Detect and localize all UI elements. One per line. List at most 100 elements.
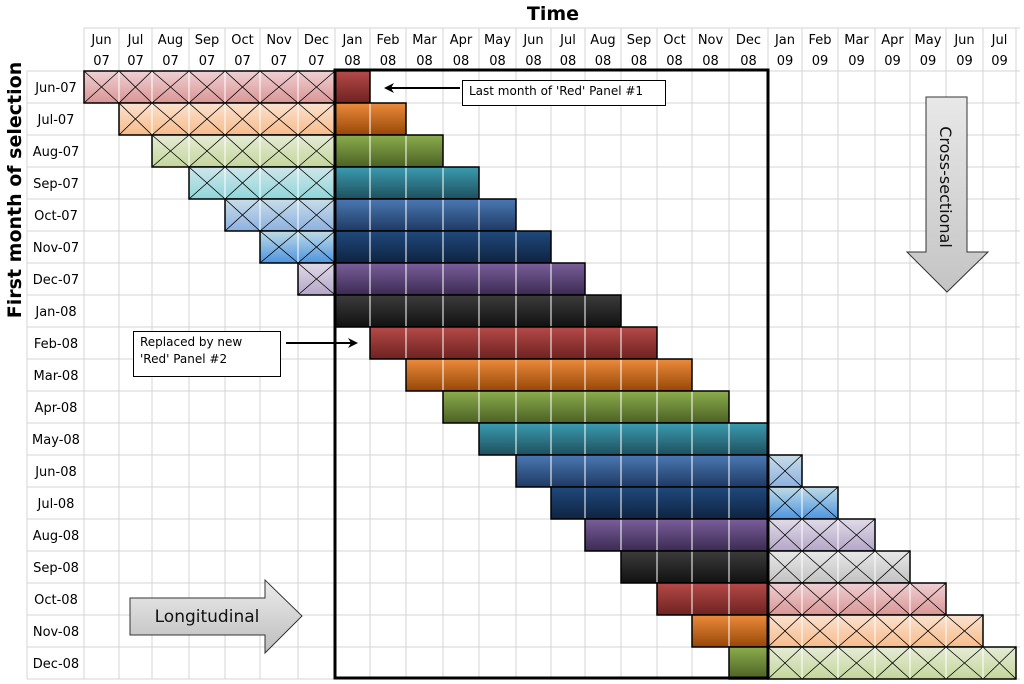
panel-cell-observed: [551, 487, 585, 519]
panel-cell-observed: [692, 519, 729, 551]
crosshatch-line: [767, 486, 803, 520]
panel-cell-observed: [370, 263, 406, 295]
column-header-year: 07: [308, 54, 325, 69]
column-header-month: Jul: [991, 33, 1008, 48]
crosshatch-line: [837, 550, 876, 584]
panel-cell-observed: [479, 391, 516, 423]
panel-cell-observed: [657, 551, 692, 583]
crosshatch-line: [874, 646, 911, 680]
crosshatch-line: [801, 486, 839, 520]
column-header-year: 09: [848, 54, 865, 69]
crosshatch-line: [909, 614, 947, 648]
panel-bar-Nov-08: [691, 614, 984, 648]
panel-cell-observed: [443, 167, 479, 199]
panel-cell-observed: [692, 423, 729, 455]
panel-cell-observed: [479, 295, 516, 327]
column-header-month: Jun: [522, 33, 543, 48]
column-header-year: 07: [271, 54, 288, 69]
column-header-month: Aug: [158, 33, 183, 48]
panel-cell-observed: [657, 519, 692, 551]
panel-cell-observed: [621, 487, 657, 519]
panel-cell-observed: [692, 391, 729, 423]
row-label: Jul-08: [37, 497, 75, 512]
column-header-month: Mar: [412, 33, 437, 48]
column-header-month: Sep: [627, 33, 652, 48]
crosshatch-line: [837, 582, 876, 616]
row-label: Jun-08: [34, 465, 77, 480]
panel-cell-observed: [443, 327, 479, 359]
panel-cell-observed: [551, 327, 585, 359]
panel-cell-observed: [621, 359, 657, 391]
column-header-year: 08: [560, 54, 577, 69]
panel-cell-observed: [657, 359, 692, 391]
row-label: Nov-08: [33, 625, 79, 640]
column-header-month: Oct: [663, 33, 685, 48]
column-header-month: Oct: [231, 33, 253, 48]
row-label: Jul-07: [37, 113, 75, 128]
panel-bar-Nov-07: [259, 230, 552, 264]
highlight-window-frame: [333, 68, 770, 680]
panel-bar-Feb-08: [369, 326, 658, 360]
panel-cell-observed: [370, 199, 406, 231]
column-header-month: Jul: [127, 33, 144, 48]
crosshatch-line: [259, 198, 299, 232]
panel-cell-observed: [516, 391, 551, 423]
panel-cell-observed: [406, 327, 443, 359]
panel-cell-observed: [692, 615, 729, 647]
panel-cell-observed: [551, 423, 585, 455]
crosshatch-line: [224, 70, 261, 104]
column-header-month: Aug: [590, 33, 615, 48]
crosshatch-line: [297, 262, 336, 296]
column-header-month: Apr: [450, 33, 473, 48]
panel-bar-May-08: [478, 422, 769, 456]
panel-cell-observed: [692, 583, 729, 615]
crosshatch-line: [151, 70, 190, 104]
panel-cell-observed: [335, 231, 370, 263]
column-header-month: Apr: [881, 33, 904, 48]
crosshatch-line: [909, 646, 947, 680]
panel-cell-observed: [729, 551, 768, 583]
panel-bar-Aug-07: [151, 134, 444, 168]
panel-cell-observed: [621, 327, 657, 359]
panel-cell-observed: [335, 295, 370, 327]
crosshatch-line: [767, 550, 803, 584]
row-labels: Jun-07 Jul-07 Aug-07 Sep-07 Oct-07 Nov-07 Dec-…: [32, 81, 80, 672]
crosshatch-line: [297, 230, 336, 264]
column-header-month: Mar: [844, 33, 869, 48]
panel-cell-observed: [370, 167, 406, 199]
crosshatch-line: [982, 646, 1017, 680]
column-header-month: Dec: [304, 33, 329, 48]
crosshatch-line: [224, 102, 261, 136]
panel-bar-Apr-08: [442, 390, 730, 424]
panel-cell-observed: [657, 487, 692, 519]
panel-cell-observed: [406, 263, 443, 295]
column-header-year: 08: [453, 54, 470, 69]
column-header-month: Jan: [341, 33, 362, 48]
panel-bar-Oct-07: [224, 198, 517, 232]
panel-cell-observed: [479, 423, 516, 455]
callout-arrow-2: [286, 338, 358, 348]
panel-cell-observed: [370, 103, 406, 135]
crosshatch-line: [118, 102, 153, 136]
row-label: Oct-07: [34, 209, 78, 224]
panel-cell-observed: [479, 327, 516, 359]
panel-cell-observed: [692, 455, 729, 487]
column-header-year: 07: [93, 54, 110, 69]
callout-replaced-by-red-panel-2: Replaced by new 'Red' Panel #2: [133, 331, 281, 377]
crosshatch-line: [297, 70, 336, 104]
panel-cell-observed: [479, 231, 516, 263]
row-label: Mar-08: [34, 369, 79, 384]
cross-sectional-arrow: Cross-sectional: [905, 96, 990, 293]
panel-cell-observed: [443, 263, 479, 295]
longitudinal-label: Longitudinal: [155, 607, 260, 627]
column-header-month: Dec: [736, 33, 761, 48]
panel-cell-observed: [621, 455, 657, 487]
panel-bar-Sep-08: [620, 550, 911, 584]
column-header-year: 08: [631, 54, 648, 69]
column-header-year: 09: [956, 54, 973, 69]
panel-cell-observed: [657, 423, 692, 455]
panel-cell-observed: [443, 295, 479, 327]
panel-cell-observed: [551, 295, 585, 327]
crosshatch-line: [297, 198, 336, 232]
callout-last-month-red-panel-1: Last month of 'Red' Panel #1: [462, 80, 666, 106]
